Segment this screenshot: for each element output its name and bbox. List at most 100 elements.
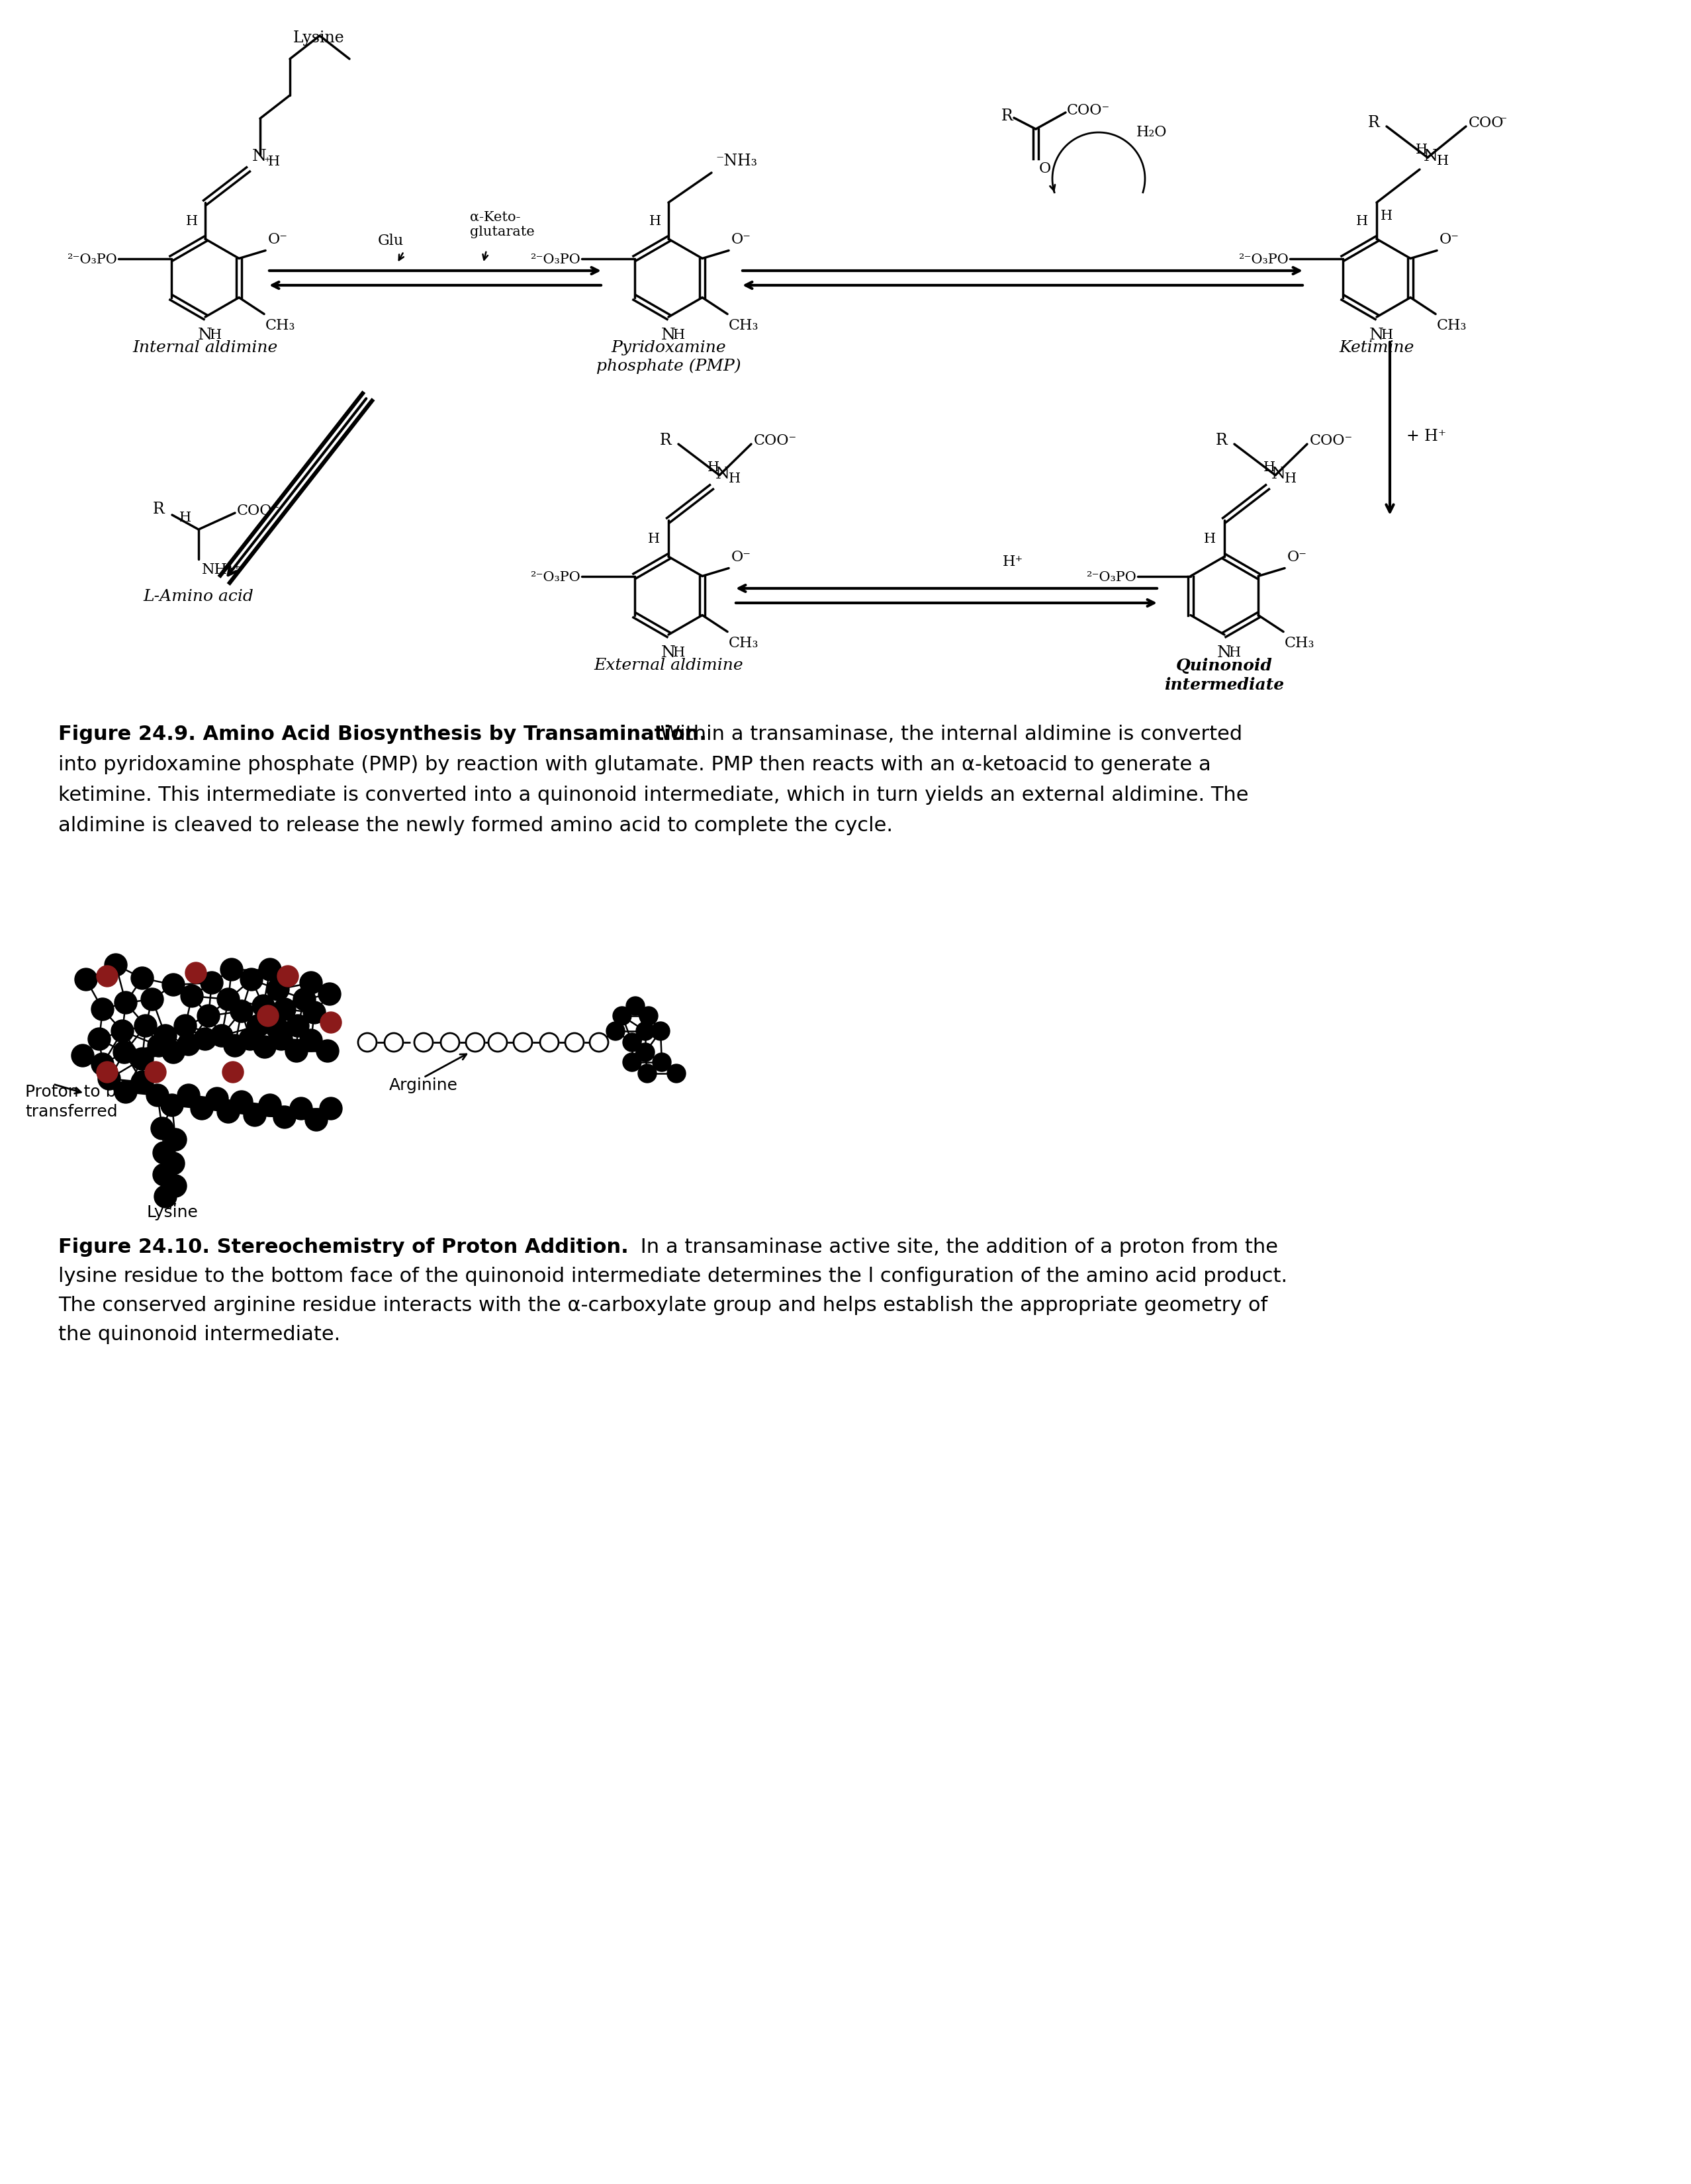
Circle shape	[162, 1153, 184, 1175]
Circle shape	[91, 1053, 113, 1075]
Text: O⁻: O⁻	[1439, 232, 1459, 247]
Text: H: H	[707, 461, 719, 474]
Text: H₂O: H₂O	[1136, 124, 1167, 140]
Circle shape	[254, 1035, 276, 1059]
Text: N: N	[715, 467, 731, 483]
Circle shape	[384, 1033, 402, 1053]
Text: ²⁻O₃PO: ²⁻O₃PO	[1238, 253, 1289, 266]
Circle shape	[161, 1094, 183, 1116]
Circle shape	[590, 1033, 609, 1053]
Text: ²⁻O₃PO: ²⁻O₃PO	[531, 572, 580, 583]
Circle shape	[240, 968, 262, 992]
Text: N: N	[1424, 149, 1437, 164]
Text: CH₃: CH₃	[1285, 636, 1316, 651]
Circle shape	[154, 1186, 178, 1208]
Text: H: H	[186, 214, 198, 227]
Text: COO⁻: COO⁻	[1067, 103, 1109, 118]
Circle shape	[607, 1022, 624, 1040]
Circle shape	[612, 1007, 631, 1024]
Circle shape	[414, 1033, 433, 1053]
Circle shape	[162, 974, 184, 996]
Text: H: H	[1380, 210, 1393, 223]
Circle shape	[216, 1101, 240, 1123]
Circle shape	[238, 1029, 262, 1051]
Text: ²⁻O₃PO: ²⁻O₃PO	[531, 253, 580, 266]
Text: R: R	[1368, 116, 1380, 131]
Circle shape	[140, 987, 164, 1011]
Text: H: H	[269, 155, 281, 168]
Text: H: H	[1229, 646, 1241, 660]
Text: Within a transaminase, the internal aldimine is converted: Within a transaminase, the internal aldi…	[654, 725, 1243, 745]
Text: R: R	[152, 502, 164, 518]
Text: N: N	[1272, 467, 1285, 483]
Text: R: R	[1216, 432, 1228, 448]
Text: H: H	[1285, 472, 1297, 485]
Text: N: N	[661, 328, 676, 343]
Text: CH₃: CH₃	[1437, 319, 1468, 332]
Text: CH₃: CH₃	[265, 319, 296, 332]
Circle shape	[98, 1068, 120, 1090]
Circle shape	[194, 1029, 216, 1051]
Circle shape	[191, 1096, 213, 1120]
Text: R: R	[659, 432, 671, 448]
Circle shape	[115, 992, 137, 1013]
Text: + H⁺: + H⁺	[1407, 430, 1446, 443]
Circle shape	[286, 1016, 309, 1037]
Text: Lysine: Lysine	[147, 1206, 198, 1221]
Circle shape	[115, 1081, 137, 1103]
Circle shape	[636, 1044, 654, 1061]
Text: O⁻: O⁻	[1287, 550, 1307, 563]
Circle shape	[489, 1033, 507, 1053]
Text: H⁺: H⁺	[1003, 555, 1023, 570]
Circle shape	[320, 1011, 342, 1033]
Text: O⁻: O⁻	[269, 232, 287, 247]
Circle shape	[638, 1064, 656, 1083]
Circle shape	[636, 1022, 654, 1040]
Text: H: H	[1356, 214, 1368, 227]
Text: Figure 24.9. Amino Acid Biosynthesis by Transamination.: Figure 24.9. Amino Acid Biosynthesis by …	[57, 725, 707, 745]
Text: N: N	[252, 149, 267, 164]
Text: N: N	[1218, 644, 1231, 660]
Circle shape	[147, 1035, 171, 1057]
Circle shape	[112, 1020, 134, 1042]
Text: H: H	[729, 472, 741, 485]
Circle shape	[216, 987, 240, 1011]
Text: H: H	[673, 330, 685, 341]
Circle shape	[130, 968, 154, 989]
Circle shape	[267, 1018, 289, 1040]
Circle shape	[653, 1053, 671, 1072]
Circle shape	[252, 994, 274, 1018]
Circle shape	[201, 972, 223, 994]
Text: ⁺: ⁺	[264, 157, 271, 168]
Circle shape	[257, 1005, 279, 1026]
Text: H: H	[1382, 330, 1393, 341]
Circle shape	[96, 1061, 118, 1083]
Text: The conserved arginine residue interacts with the α-carboxylate group and helps : The conserved arginine residue interacts…	[57, 1295, 1268, 1315]
Circle shape	[230, 1000, 254, 1022]
Circle shape	[299, 972, 323, 994]
Text: NH₃⁺: NH₃⁺	[201, 563, 242, 577]
Text: External aldimine: External aldimine	[594, 657, 742, 673]
Circle shape	[274, 998, 296, 1020]
Text: N: N	[661, 644, 676, 660]
Circle shape	[223, 1061, 244, 1083]
Text: ketimine. This intermediate is converted into a quinonoid intermediate, which in: ketimine. This intermediate is converted…	[57, 786, 1248, 804]
Text: Figure 24.10. Stereochemistry of Proton Addition.: Figure 24.10. Stereochemistry of Proton …	[57, 1238, 629, 1256]
Circle shape	[277, 965, 299, 987]
Text: Glu: Glu	[377, 234, 404, 249]
Text: H: H	[210, 330, 222, 341]
Circle shape	[622, 1053, 641, 1072]
Circle shape	[130, 1070, 154, 1094]
Circle shape	[178, 1033, 200, 1055]
Circle shape	[96, 965, 118, 987]
Circle shape	[178, 1083, 200, 1107]
Text: H: H	[648, 533, 659, 546]
Circle shape	[539, 1033, 558, 1053]
Circle shape	[152, 1142, 176, 1164]
Circle shape	[286, 1040, 308, 1061]
Text: Pyridoxamine
phosphate (PMP): Pyridoxamine phosphate (PMP)	[597, 341, 741, 373]
Circle shape	[626, 996, 644, 1016]
Text: L-Amino acid: L-Amino acid	[144, 590, 254, 605]
Circle shape	[113, 1042, 135, 1064]
Text: Lysine: Lysine	[293, 31, 345, 46]
